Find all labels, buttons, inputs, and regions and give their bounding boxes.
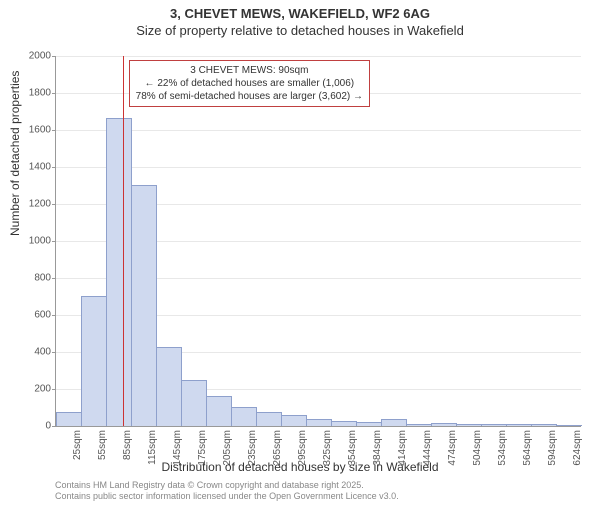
histogram-bar: [181, 380, 207, 426]
annotation-box: 3 CHEVET MEWS: 90sqm← 22% of detached ho…: [129, 60, 370, 107]
ytick-mark: [52, 278, 56, 279]
annotation-line3: 78% of semi-detached houses are larger (…: [136, 90, 363, 103]
histogram-bar: [331, 421, 357, 426]
ytick-mark: [52, 167, 56, 168]
annotation-line2: ← 22% of detached houses are smaller (1,…: [136, 77, 363, 90]
footer-line1: Contains HM Land Registry data © Crown c…: [55, 480, 399, 491]
ytick-mark: [52, 241, 56, 242]
histogram-bar: [381, 419, 407, 426]
ytick-label: 200: [21, 384, 51, 395]
ytick-label: 1000: [21, 236, 51, 247]
ytick-label: 600: [21, 310, 51, 321]
ytick-mark: [52, 93, 56, 94]
x-axis-title: Distribution of detached houses by size …: [0, 460, 600, 474]
xtick-label: 25sqm: [72, 430, 83, 460]
ytick-mark: [52, 389, 56, 390]
histogram-bar: [406, 424, 432, 426]
ytick-mark: [52, 426, 56, 427]
ytick-mark: [52, 56, 56, 57]
histogram-bar: [306, 419, 332, 426]
ytick-mark: [52, 315, 56, 316]
histogram-bar: [481, 424, 507, 426]
page-title-line2: Size of property relative to detached ho…: [0, 23, 600, 38]
plot-area: 020040060080010001200140016001800200025s…: [55, 56, 581, 427]
footer-attribution: Contains HM Land Registry data © Crown c…: [55, 480, 399, 503]
ytick-label: 1600: [21, 125, 51, 136]
gridline: [56, 56, 581, 57]
ytick-label: 800: [21, 273, 51, 284]
ytick-label: 1400: [21, 162, 51, 173]
histogram-bar: [281, 415, 307, 426]
histogram-bar: [256, 412, 282, 426]
ytick-mark: [52, 352, 56, 353]
y-axis-title: Number of detached properties: [8, 71, 22, 236]
gridline: [56, 130, 581, 131]
ytick-label: 1800: [21, 88, 51, 99]
ytick-label: 2000: [21, 51, 51, 62]
histogram-bar: [131, 185, 157, 427]
histogram-bar: [356, 422, 382, 426]
xtick-label: 85sqm: [122, 430, 133, 460]
histogram-bar: [531, 424, 557, 426]
page-title-line1: 3, CHEVET MEWS, WAKEFIELD, WF2 6AG: [0, 6, 600, 21]
histogram-bar: [456, 424, 482, 426]
ytick-mark: [52, 204, 56, 205]
histogram-bar: [231, 407, 257, 426]
histogram-bar: [106, 118, 132, 426]
histogram-bar: [81, 296, 107, 427]
histogram-bar: [556, 425, 582, 426]
histogram-bar: [206, 396, 232, 426]
histogram-bar: [156, 347, 182, 426]
annotation-line1: 3 CHEVET MEWS: 90sqm: [136, 64, 363, 77]
histogram-bar: [431, 423, 457, 426]
histogram-bar: [506, 424, 532, 426]
ytick-label: 400: [21, 347, 51, 358]
gridline: [56, 167, 581, 168]
marker-line: [123, 56, 124, 426]
histogram-chart: 020040060080010001200140016001800200025s…: [55, 56, 580, 426]
ytick-label: 0: [21, 421, 51, 432]
histogram-bar: [56, 412, 82, 426]
ytick-label: 1200: [21, 199, 51, 210]
ytick-mark: [52, 130, 56, 131]
xtick-label: 55sqm: [97, 430, 108, 460]
footer-line2: Contains public sector information licen…: [55, 491, 399, 502]
